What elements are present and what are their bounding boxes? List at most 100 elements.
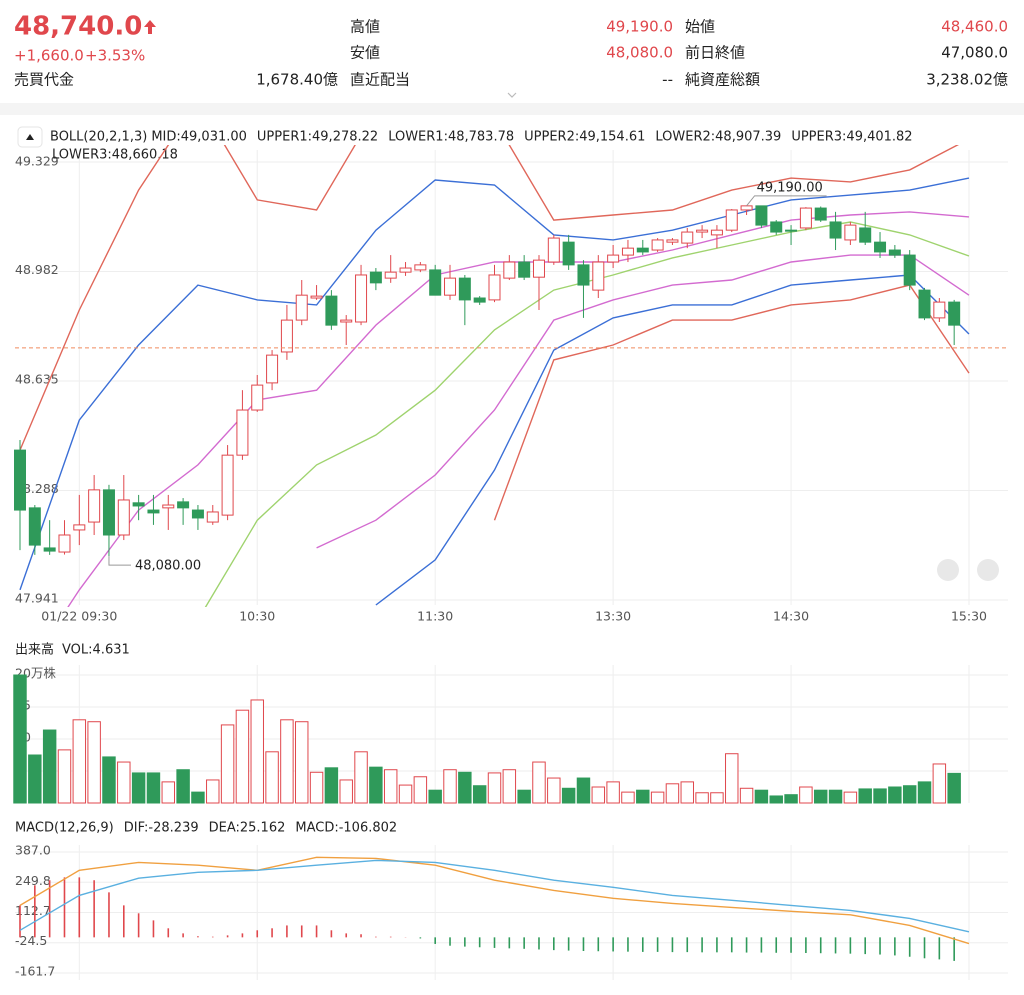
volume-bar [250, 699, 264, 804]
candle-body [696, 229, 709, 233]
stat-label: 前日終値 [685, 44, 745, 62]
candle-body [340, 319, 353, 323]
candle-body [829, 221, 842, 239]
series-line [19, 145, 960, 451]
candle-body [280, 319, 293, 353]
volume-bar [265, 751, 279, 804]
volume-bar [428, 789, 442, 804]
candle-body [266, 354, 279, 384]
legend-entry: DIF:-28.239 [124, 821, 199, 836]
volume-bar [621, 791, 635, 804]
stat-value: 1,678.40億 [256, 71, 338, 89]
volume-bar [888, 786, 902, 804]
candle-body [681, 231, 694, 244]
volume-bar [191, 791, 205, 804]
volume-bar [161, 781, 176, 804]
candle-body [43, 547, 56, 552]
candle-body [58, 534, 71, 553]
candle-body [666, 239, 679, 243]
candle-body [814, 207, 827, 221]
legend-entry: MACD:-106.802 [295, 821, 397, 836]
candle-body [14, 449, 26, 511]
candle-body [562, 241, 575, 266]
volume-bar [843, 791, 858, 804]
candle-body [295, 294, 308, 321]
annotation: 48,080.00 [135, 559, 201, 574]
volume-bar [858, 788, 872, 804]
volume-bar [769, 795, 783, 804]
candle-body [725, 209, 738, 231]
stat-label: 安値 [350, 44, 380, 62]
candle-body [518, 261, 531, 278]
volume-bar [932, 763, 947, 804]
change: +1,660.0 [14, 47, 84, 65]
y-tick-label: -24.5 [15, 933, 47, 948]
reset-button[interactable] [977, 559, 999, 581]
volume-bar [591, 786, 606, 804]
y-tick-label: 49.329 [15, 154, 59, 169]
candle-body [355, 274, 368, 323]
volume-bar [339, 779, 353, 804]
candle-body [888, 249, 901, 256]
volume-bar [324, 767, 339, 804]
series-line [375, 274, 970, 606]
stat-value: -- [662, 71, 673, 89]
candle-body [191, 509, 204, 519]
candle-body [236, 409, 249, 456]
volume-bar [739, 787, 754, 804]
candle-body [933, 301, 946, 319]
candle-body [844, 224, 857, 241]
legend-entry: MID:49,031.00 [151, 130, 247, 145]
volume-bar [754, 789, 769, 804]
candle-body [177, 501, 190, 509]
series-line [19, 859, 970, 933]
volume-bar [725, 753, 739, 804]
candle-body [740, 205, 753, 211]
candle-body [206, 511, 219, 523]
candle-body [384, 271, 397, 279]
series-line [316, 254, 970, 549]
volume-bar [917, 781, 932, 804]
zoom-button[interactable] [937, 559, 959, 581]
candle-body [755, 205, 768, 226]
volume-bar [813, 789, 828, 804]
y-tick-label: 387.0 [15, 843, 51, 858]
volume-bar [561, 787, 576, 804]
candle-body [918, 289, 931, 319]
volume-bar [57, 749, 72, 804]
volume-bar [487, 772, 502, 804]
stat-label: 始値 [685, 18, 715, 36]
volume-bar [280, 719, 294, 804]
y-tick-label: -161.7 [15, 964, 55, 979]
candle-body [147, 509, 160, 514]
series-line [19, 856, 970, 945]
expand-chevron[interactable] [507, 92, 517, 98]
candle-body [532, 259, 545, 278]
candle-body [73, 524, 86, 531]
volume-bar [369, 766, 383, 804]
candle-body [429, 269, 442, 296]
volume-bar [665, 783, 680, 804]
volume-bar [680, 781, 694, 804]
candle-body [547, 237, 560, 263]
volume-bar [131, 772, 146, 804]
candle-body [251, 384, 264, 411]
volume-bar [146, 772, 161, 804]
volume-bar [117, 761, 131, 804]
volume-bar [383, 769, 398, 804]
annotation-line [746, 195, 827, 207]
panel-title: 出来高 [15, 642, 54, 658]
volume-bar [799, 786, 813, 804]
up-arrow [144, 20, 156, 34]
candle-body [102, 489, 115, 536]
annotation: 49,190.00 [757, 180, 823, 195]
candle-body [310, 295, 323, 299]
volume-bar [947, 772, 961, 804]
volume-bar [710, 792, 724, 804]
candle-body [117, 499, 130, 536]
volume-bar [354, 751, 368, 804]
stat-label: 高値 [350, 18, 380, 36]
